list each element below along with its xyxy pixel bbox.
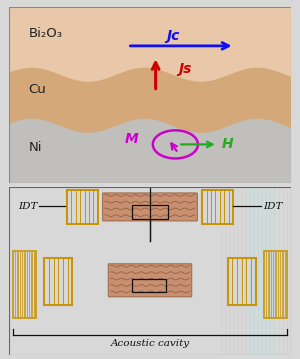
Text: Cu: Cu [29, 83, 46, 96]
Text: Bi₂O₃: Bi₂O₃ [29, 27, 63, 40]
Text: Ni: Ni [29, 141, 42, 154]
Polygon shape [9, 58, 291, 132]
Text: H: H [222, 137, 233, 151]
Bar [44, 257, 73, 305]
Bar [132, 205, 168, 219]
Bar [13, 251, 36, 318]
Text: IDT: IDT [18, 202, 37, 211]
Bar [264, 251, 287, 318]
Bar [67, 190, 98, 224]
Text: Acoustic cavity: Acoustic cavity [110, 339, 190, 348]
Bar [132, 279, 166, 292]
Bar [202, 190, 233, 224]
Polygon shape [9, 0, 291, 81]
Bar [228, 257, 256, 305]
FancyBboxPatch shape [108, 264, 192, 297]
Text: Jc: Jc [166, 29, 179, 43]
FancyBboxPatch shape [103, 193, 197, 221]
Text: Js: Js [178, 62, 192, 76]
Polygon shape [9, 109, 291, 199]
Text: IDT: IDT [263, 202, 282, 211]
Text: M: M [125, 132, 139, 146]
